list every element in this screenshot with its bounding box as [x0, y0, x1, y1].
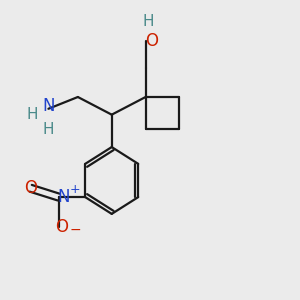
- Text: N: N: [42, 97, 55, 115]
- Text: +: +: [70, 183, 80, 196]
- Text: N: N: [57, 188, 69, 206]
- Text: O: O: [24, 179, 37, 197]
- Text: H: H: [143, 14, 154, 29]
- Text: −: −: [69, 223, 81, 236]
- Text: H: H: [43, 122, 54, 137]
- Text: H: H: [26, 107, 38, 122]
- Text: O: O: [55, 218, 68, 236]
- Text: O: O: [145, 32, 158, 50]
